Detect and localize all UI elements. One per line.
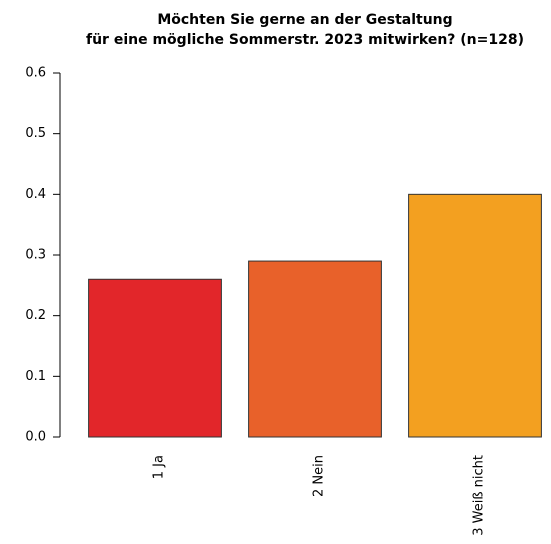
y-tick-label: 0.0 (25, 430, 46, 445)
y-tick-label: 0.6 (25, 66, 46, 81)
y-tick-label: 0.4 (25, 187, 46, 202)
chart-title: für eine mögliche Sommerstr. 2023 mitwir… (86, 32, 524, 48)
bar (408, 193, 542, 438)
bar (248, 260, 382, 438)
x-tick-label: 2 Nein (312, 455, 327, 497)
y-tick-label: 0.5 (25, 126, 46, 141)
chart-title: Möchten Sie gerne an der Gestaltung (157, 12, 452, 28)
y-tick-label: 0.3 (25, 248, 46, 263)
x-tick-label: 1 Ja (152, 455, 167, 479)
y-tick-label: 0.1 (25, 369, 46, 384)
y-tick-label: 0.2 (25, 308, 46, 323)
bar (88, 278, 222, 438)
x-tick-label: 3 Weiß nicht (472, 455, 487, 536)
